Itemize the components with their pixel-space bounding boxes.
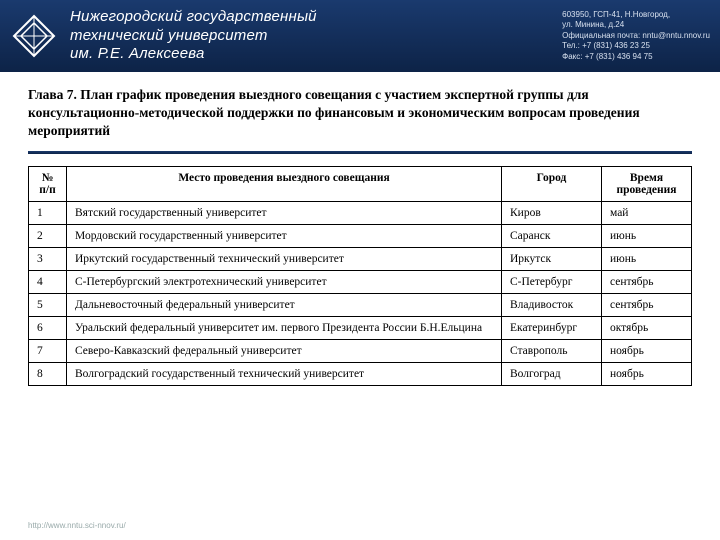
cell-location: Вятский государственный университет — [67, 201, 502, 224]
page-header: Нижегородский государственный технически… — [0, 0, 720, 72]
cell-time: июнь — [602, 224, 692, 247]
schedule-table: № п/п Место проведения выездного совещан… — [28, 166, 692, 386]
table-row: 5 Дальневосточный федеральный университе… — [29, 293, 692, 316]
contact-info: 603950, ГСП-41, Н.Новгород, ул. Минина, … — [562, 10, 710, 62]
university-name-line1: Нижегородский государственный — [70, 8, 317, 27]
table-row: 6 Уральский федеральный университет им. … — [29, 316, 692, 339]
cell-time: октябрь — [602, 316, 692, 339]
col-header-city: Город — [502, 166, 602, 201]
cell-location: Иркутский государственный технический ун… — [67, 247, 502, 270]
title-rule — [28, 151, 692, 154]
table-row: 8 Волгоградский государственный техничес… — [29, 362, 692, 385]
cell-number: 7 — [29, 339, 67, 362]
university-name: Нижегородский государственный технически… — [70, 8, 317, 64]
table-row: 2 Мордовский государственный университет… — [29, 224, 692, 247]
cell-number: 4 — [29, 270, 67, 293]
cell-number: 3 — [29, 247, 67, 270]
footer-url: http://www.nntu.sci-nnov.ru/ — [28, 521, 126, 530]
cell-location: Волгоградский государственный технически… — [67, 362, 502, 385]
table-row: 7 Северо-Кавказский федеральный универси… — [29, 339, 692, 362]
col-header-number: № п/п — [29, 166, 67, 201]
cell-number: 1 — [29, 201, 67, 224]
cell-city: Екатеринбург — [502, 316, 602, 339]
university-logo-icon — [10, 12, 58, 60]
cell-time: ноябрь — [602, 362, 692, 385]
cell-city: Владивосток — [502, 293, 602, 316]
table-row: 4 С-Петербургский электротехнический уни… — [29, 270, 692, 293]
cell-location: С-Петербургский электротехнический униве… — [67, 270, 502, 293]
cell-time: июнь — [602, 247, 692, 270]
table-header-row: № п/п Место проведения выездного совещан… — [29, 166, 692, 201]
university-name-line3: им. Р.Е. Алексеева — [70, 45, 317, 64]
page-content: Глава 7. План график проведения выездног… — [0, 72, 720, 386]
cell-city: Иркутск — [502, 247, 602, 270]
cell-location: Уральский федеральный университет им. пе… — [67, 316, 502, 339]
cell-city: Киров — [502, 201, 602, 224]
cell-number: 8 — [29, 362, 67, 385]
cell-location: Северо-Кавказский федеральный университе… — [67, 339, 502, 362]
cell-location: Мордовский государственный университет — [67, 224, 502, 247]
table-body: 1 Вятский государственный университет Ки… — [29, 201, 692, 385]
cell-location: Дальневосточный федеральный университет — [67, 293, 502, 316]
table-row: 3 Иркутский государственный технический … — [29, 247, 692, 270]
col-header-time: Время проведения — [602, 166, 692, 201]
col-header-location: Место проведения выездного совещания — [67, 166, 502, 201]
cell-time: сентябрь — [602, 293, 692, 316]
table-row: 1 Вятский государственный университет Ки… — [29, 201, 692, 224]
university-name-line2: технический университет — [70, 27, 317, 46]
cell-city: Волгоград — [502, 362, 602, 385]
cell-number: 5 — [29, 293, 67, 316]
cell-city: С-Петербург — [502, 270, 602, 293]
cell-number: 6 — [29, 316, 67, 339]
cell-number: 2 — [29, 224, 67, 247]
chapter-title: Глава 7. План график проведения выездног… — [28, 86, 692, 141]
cell-time: май — [602, 201, 692, 224]
cell-time: сентябрь — [602, 270, 692, 293]
cell-time: ноябрь — [602, 339, 692, 362]
cell-city: Ставрополь — [502, 339, 602, 362]
cell-city: Саранск — [502, 224, 602, 247]
